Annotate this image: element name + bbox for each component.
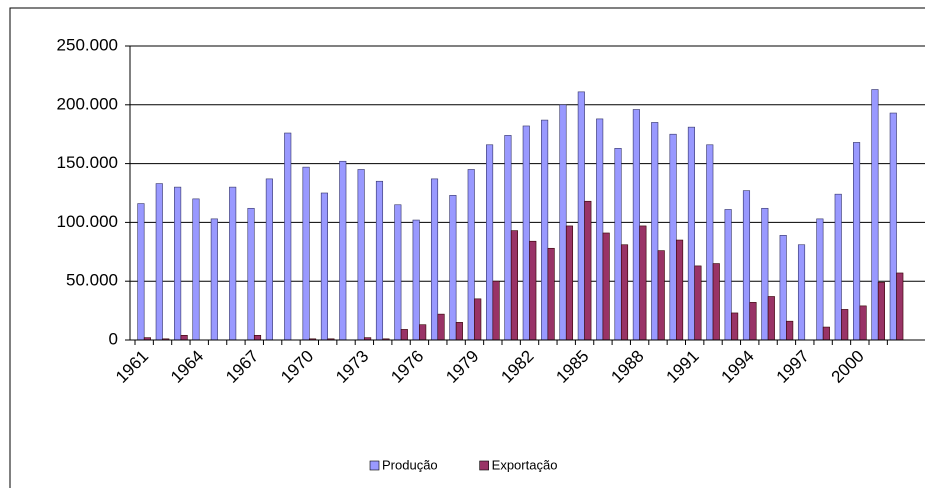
bar [174, 186, 182, 341]
bar [620, 244, 629, 341]
bar [871, 89, 879, 341]
bar [559, 104, 567, 341]
bar [400, 329, 408, 341]
bar [584, 200, 592, 341]
bar [834, 193, 842, 341]
bar [375, 180, 384, 341]
bar [614, 148, 622, 341]
bar [853, 142, 861, 341]
legend-swatch [479, 460, 489, 471]
bar [412, 219, 420, 341]
bar [602, 232, 610, 341]
bar [247, 207, 255, 341]
bar [229, 186, 237, 341]
bar [492, 280, 500, 341]
y-tick-label: 250.000 [57, 35, 118, 54]
bar [687, 126, 695, 341]
bar [712, 263, 720, 341]
legend-swatch [369, 460, 380, 471]
bar [669, 133, 677, 341]
legend-label: Exportação [492, 457, 558, 472]
y-tick-label: 200.000 [57, 94, 118, 113]
bar [253, 334, 262, 341]
y-tick-label: 150.000 [57, 153, 118, 172]
bar [767, 296, 775, 341]
bar [742, 190, 751, 341]
bar [265, 178, 273, 341]
y-tick-label: 100.000 [57, 212, 118, 231]
bar [419, 324, 427, 341]
y-tick-label: 0 [109, 329, 118, 348]
y-tick-label: 50.000 [66, 271, 118, 290]
bar [430, 178, 439, 341]
bar [565, 225, 574, 341]
bar [437, 313, 445, 341]
bar [841, 309, 849, 341]
bar [816, 218, 824, 341]
bar [510, 230, 518, 341]
bar [529, 240, 537, 341]
bar [474, 298, 482, 341]
bar [779, 235, 787, 341]
bar [657, 250, 665, 341]
bar [522, 125, 530, 341]
bar [877, 282, 885, 341]
bar [155, 183, 163, 341]
bar [786, 320, 794, 341]
bar [761, 207, 769, 341]
bar [449, 195, 457, 341]
bar [504, 135, 512, 341]
bar [724, 209, 732, 341]
bar [467, 169, 475, 341]
bar [455, 322, 463, 341]
bar [192, 198, 200, 341]
bar [547, 247, 555, 341]
bar [210, 218, 218, 341]
bar [577, 91, 585, 341]
bar [797, 244, 806, 341]
bar [357, 169, 365, 341]
bar [651, 122, 659, 341]
bar [859, 305, 867, 341]
bar [731, 312, 739, 341]
bar [320, 192, 328, 341]
bar [749, 302, 757, 341]
bar [639, 225, 647, 341]
bar [302, 166, 310, 341]
legend-label: Produção [382, 457, 438, 472]
bar [394, 204, 402, 341]
bar [180, 334, 188, 341]
bar [889, 112, 897, 341]
bar [284, 132, 292, 341]
bar [339, 160, 347, 341]
bar [596, 118, 604, 341]
bar [676, 239, 684, 341]
bar [694, 265, 702, 341]
bar [896, 272, 904, 341]
bar [822, 326, 830, 341]
bar [632, 109, 640, 341]
bar [541, 119, 549, 341]
bar [706, 144, 714, 341]
bar [486, 144, 494, 341]
bar [137, 203, 145, 341]
